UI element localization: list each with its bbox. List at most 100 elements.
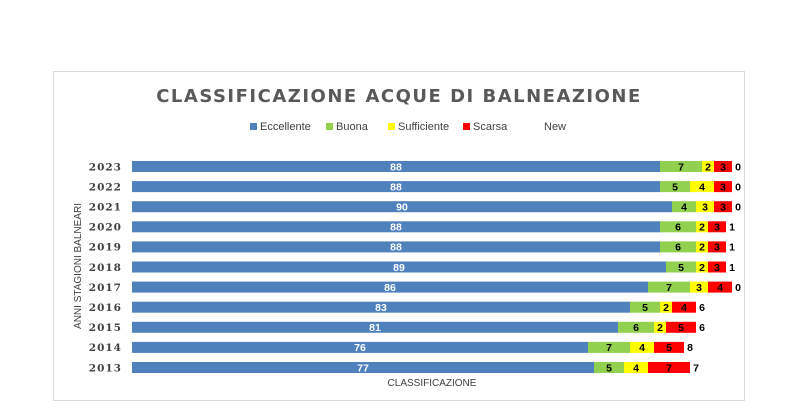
bar-buona-2016 [630,301,660,313]
bar-sufficiente-2016 [660,301,672,313]
legend-label-sufficiente: Sufficiente [398,121,449,133]
data-label-scarsa-2023: 3 [720,161,726,173]
data-label-new-2022: 0 [735,181,741,193]
bar-scarsa-2015 [666,321,696,333]
y-tick-label-2022: 2022 [89,181,122,193]
data-label-eccellente-2023: 88 [390,161,402,173]
data-label-eccellente-2022: 88 [390,181,402,193]
data-label-buona-2020: 6 [675,222,681,234]
bar-sufficiente-2013 [624,362,648,373]
bar-scarsa-2017 [708,281,732,293]
bar-scarsa-2023 [714,161,732,172]
data-label-sufficiente-2021: 3 [702,202,708,214]
bar-eccellente-2021 [132,201,672,213]
y-tick-label-2023: 2023 [89,161,122,173]
bar-eccellente-2013 [132,362,594,373]
bar-sufficiente-2017 [690,281,708,293]
data-label-eccellente-2019: 88 [390,242,402,254]
bar-buona-2022 [660,181,690,193]
chart: CLASSIFICAZIONE ACQUE DI BALNEAZIONE Ecc… [73,86,741,389]
bar-sufficiente-2022 [690,181,714,193]
bar-buona-2019 [660,241,696,253]
y-tick-label-2017: 2017 [89,282,122,294]
legend-swatch-buona [326,123,333,130]
bar-eccellente-2015 [132,321,618,333]
data-label-new-2016: 6 [699,302,705,314]
data-label-scarsa-2013: 7 [666,362,672,374]
data-label-scarsa-2020: 3 [714,222,720,234]
data-label-sufficiente-2015: 2 [657,322,663,334]
data-label-sufficiente-2020: 2 [699,222,705,234]
data-label-buona-2018: 5 [678,262,684,274]
y-tick-label-2013: 2013 [89,362,122,374]
y-tick-label-2018: 2018 [89,262,122,274]
y-tick-label-2015: 2015 [89,322,122,334]
data-label-new-2020: 1 [729,222,735,234]
y-tick-label-2014: 2014 [89,342,122,354]
legend-swatch-eccellente [250,123,257,130]
y-tick-label-2016: 2016 [89,302,122,314]
bars: 88 7 2 3 088 5 4 3 090 4 3 3 088 6 2 3 188 6 2 3 189 5 2 3 186 7 3… [132,161,741,374]
data-label-buona-2014: 7 [606,342,612,354]
data-label-new-2017: 0 [735,282,741,294]
bar-sufficiente-2023 [702,161,714,172]
data-label-sufficiente-2018: 2 [699,262,705,274]
data-label-scarsa-2017: 4 [717,282,723,294]
bar-buona-2015 [618,321,654,333]
y-tick-label-2021: 2021 [89,202,122,214]
y-axis-title: ANNI STAGIONI BALNEARI [73,203,84,329]
bar-eccellente-2016 [132,301,630,313]
bar-scarsa-2020 [708,221,726,233]
bar-scarsa-2014 [654,341,684,353]
legend-label-eccellente: Eccellente [260,121,311,133]
bar-buona-2017 [648,281,690,293]
data-label-eccellente-2014: 76 [354,342,366,354]
bar-scarsa-2021 [714,201,732,213]
bar-buona-2020 [660,221,696,233]
bar-buona-2021 [672,201,696,213]
data-label-new-2023: 0 [735,161,741,173]
data-label-scarsa-2021: 3 [720,202,726,214]
bar-scarsa-2022 [714,181,732,193]
data-label-new-2013: 7 [693,362,699,374]
data-label-sufficiente-2014: 4 [639,342,645,354]
data-label-sufficiente-2019: 2 [699,242,705,254]
bar-sufficiente-2019 [696,241,708,253]
bar-eccellente-2023 [132,161,660,172]
data-label-sufficiente-2017: 3 [696,282,702,294]
data-label-buona-2022: 5 [672,181,678,193]
bar-eccellente-2019 [132,241,660,253]
legend-label-buona: Buona [336,121,369,133]
bar-scarsa-2016 [672,301,696,313]
data-label-sufficiente-2022: 4 [699,181,705,193]
bar-sufficiente-2020 [696,221,708,233]
data-label-scarsa-2014: 5 [666,342,672,354]
chart-title: CLASSIFICAZIONE ACQUE DI BALNEAZIONE [156,86,642,107]
bar-eccellente-2020 [132,221,660,233]
data-label-eccellente-2013: 77 [357,362,369,374]
data-label-buona-2019: 6 [675,242,681,254]
data-label-new-2014: 8 [687,342,693,354]
data-label-new-2015: 6 [699,322,705,334]
legend-label-new: New [544,121,566,133]
data-label-buona-2015: 6 [633,322,639,334]
data-label-sufficiente-2013: 4 [633,362,639,374]
bar-eccellente-2017 [132,281,648,293]
bar-scarsa-2019 [708,241,726,253]
bar-sufficiente-2015 [654,321,666,333]
data-label-scarsa-2015: 5 [678,322,684,334]
bar-scarsa-2018 [708,261,726,273]
data-label-sufficiente-2023: 2 [705,161,711,173]
bar-sufficiente-2021 [696,201,714,213]
bar-eccellente-2022 [132,181,660,193]
bar-buona-2014 [588,341,630,353]
data-label-buona-2021: 4 [681,202,687,214]
y-tick-label-2020: 2020 [89,222,122,234]
data-label-scarsa-2016: 4 [681,302,687,314]
data-label-eccellente-2017: 86 [384,282,396,294]
legend: Eccellente Buona Sufficiente Scarsa New [250,121,566,133]
y-axis-tick-labels: 2023 2022 2021 2020 2019 2018 2017 2016 2015 2014… [89,161,122,374]
data-label-new-2021: 0 [735,202,741,214]
bar-buona-2023 [660,161,702,172]
data-label-sufficiente-2016: 2 [663,302,669,314]
